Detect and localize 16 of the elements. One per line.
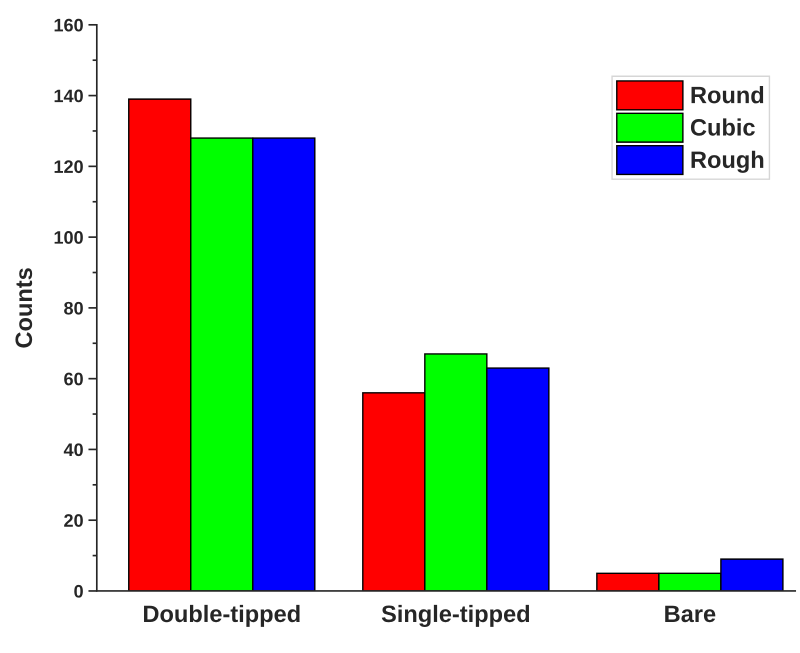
y-tick-label: 80 <box>64 302 83 315</box>
y-tick-label: 100 <box>54 231 83 244</box>
y-tick-label: 120 <box>54 160 83 174</box>
legend-label: Rough <box>692 150 764 173</box>
y-tick-label: 140 <box>54 90 83 102</box>
legend-label: Cubic <box>690 118 755 136</box>
y-tick-label: 20 <box>64 514 83 527</box>
legend-label: Round <box>692 86 764 104</box>
x-tick-label: Double-tipped <box>144 604 300 627</box>
x-tick-label: Bare <box>665 606 716 622</box>
y-tick-label: 160 <box>54 18 83 32</box>
y-tick-label: 0 <box>74 584 83 598</box>
y-tick-label: 40 <box>64 443 83 456</box>
x-tick-label: Single-tipped <box>382 604 530 627</box>
y-axis-title: Counts <box>15 268 32 348</box>
y-tick-label: 60 <box>64 372 83 386</box>
